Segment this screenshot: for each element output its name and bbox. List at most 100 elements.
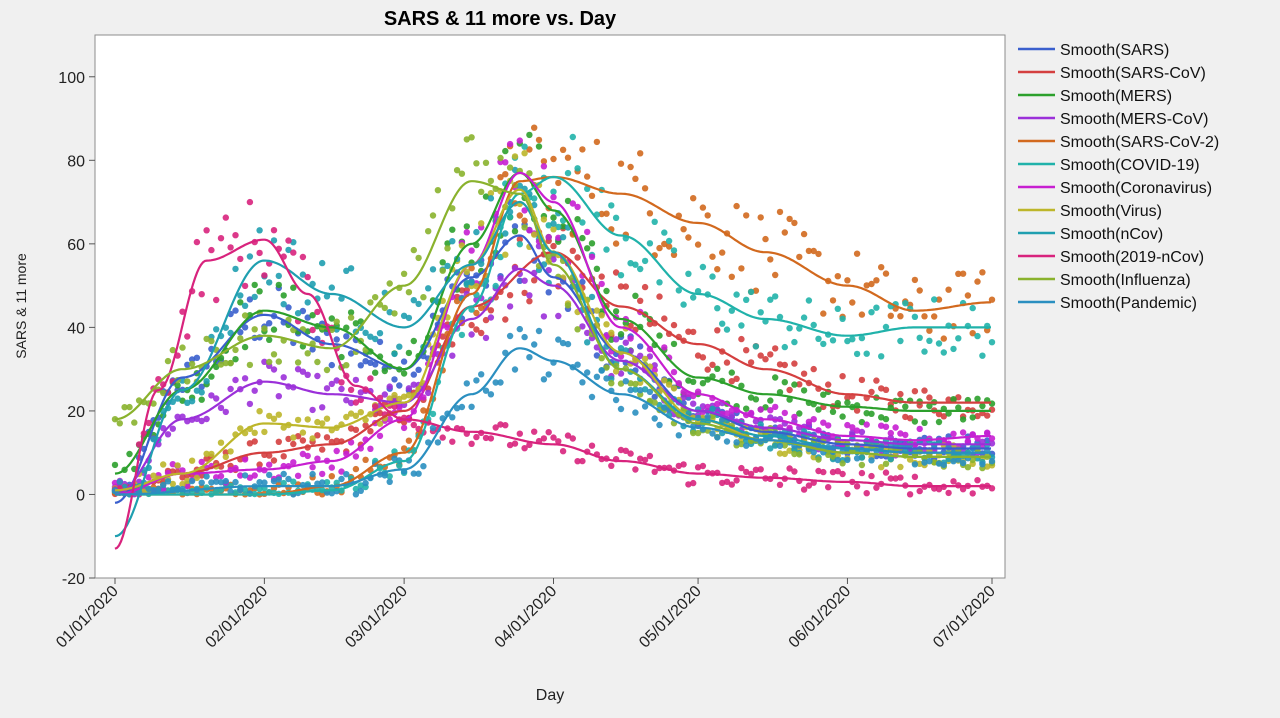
data-point (974, 278, 981, 285)
data-point (367, 359, 374, 366)
data-point (405, 314, 413, 322)
data-point (858, 461, 866, 469)
data-point (757, 466, 764, 473)
data-point (319, 446, 326, 453)
data-point (853, 407, 861, 414)
data-point (246, 198, 254, 206)
data-point (237, 425, 244, 432)
data-point (656, 293, 663, 300)
data-point (473, 433, 480, 441)
data-point (829, 453, 837, 460)
data-point (733, 439, 740, 446)
data-point (559, 146, 567, 153)
data-point (232, 265, 239, 273)
data-point (386, 416, 393, 423)
data-point (381, 367, 388, 375)
data-point (719, 479, 726, 487)
data-point (338, 379, 345, 386)
data-point (415, 470, 422, 477)
y-tick-label: 80 (67, 153, 85, 170)
data-point (887, 312, 894, 319)
data-point (579, 146, 586, 153)
data-point (473, 160, 480, 167)
data-point (853, 483, 861, 490)
data-point (535, 327, 543, 335)
data-point (622, 447, 629, 454)
data-point (935, 460, 943, 467)
data-point (815, 406, 822, 413)
data-point (463, 268, 470, 275)
legend-label: Smooth(Pandemic) (1060, 295, 1197, 312)
data-point (709, 273, 716, 280)
data-point (685, 481, 692, 488)
data-point (844, 394, 851, 401)
data-point (188, 356, 196, 363)
data-point (926, 402, 933, 410)
data-point (680, 461, 687, 468)
data-point (878, 464, 885, 471)
data-point (198, 291, 205, 298)
data-point (829, 408, 837, 415)
data-point (868, 457, 875, 464)
data-point (217, 479, 225, 486)
data-point (752, 466, 760, 473)
data-point (343, 267, 350, 274)
data-point (415, 300, 422, 308)
data-point (752, 287, 760, 294)
data-point (858, 334, 866, 342)
data-point (627, 386, 634, 394)
data-point (694, 429, 702, 437)
data-point (222, 408, 229, 416)
data-point (275, 438, 282, 445)
data-point (632, 175, 639, 182)
data-point (473, 309, 480, 317)
data-point (810, 247, 817, 255)
data-point (415, 254, 422, 262)
legend-label: Smooth(SARS-CoV-2) (1060, 134, 1219, 151)
data-point (945, 286, 952, 293)
data-point (728, 378, 735, 385)
data-point (776, 208, 784, 216)
data-point (612, 214, 620, 221)
data-point (478, 260, 485, 267)
data-point (453, 405, 461, 412)
data-point (906, 415, 914, 422)
data-point (887, 429, 894, 437)
data-point (521, 289, 528, 297)
legend-label: Smooth(COVID-19) (1060, 157, 1200, 174)
data-point (651, 218, 658, 225)
data-point (646, 452, 654, 460)
data-point (309, 326, 316, 334)
data-point (921, 459, 928, 466)
data-point (333, 318, 340, 325)
data-point (617, 283, 625, 290)
data-point (911, 473, 919, 480)
data-point (757, 406, 764, 413)
data-point (641, 355, 649, 363)
data-point (603, 210, 610, 217)
data-point (979, 269, 986, 276)
data-point (959, 416, 967, 423)
data-point (314, 418, 321, 426)
data-point (516, 277, 523, 284)
data-point (294, 433, 302, 440)
data-point (988, 339, 996, 346)
data-point (367, 333, 374, 340)
data-point (550, 214, 557, 221)
data-point (256, 288, 263, 295)
data-point (521, 143, 528, 150)
data-point (468, 306, 475, 313)
data-point (825, 484, 832, 491)
data-point (193, 354, 201, 361)
data-point (564, 340, 572, 348)
data-point (328, 380, 335, 388)
data-point (478, 188, 485, 195)
data-point (521, 445, 528, 452)
data-point (261, 358, 268, 365)
data-point (285, 237, 292, 244)
data-point (511, 228, 519, 235)
data-point (482, 387, 490, 394)
data-point (227, 448, 234, 455)
data-point (767, 296, 774, 303)
data-point (275, 393, 282, 400)
